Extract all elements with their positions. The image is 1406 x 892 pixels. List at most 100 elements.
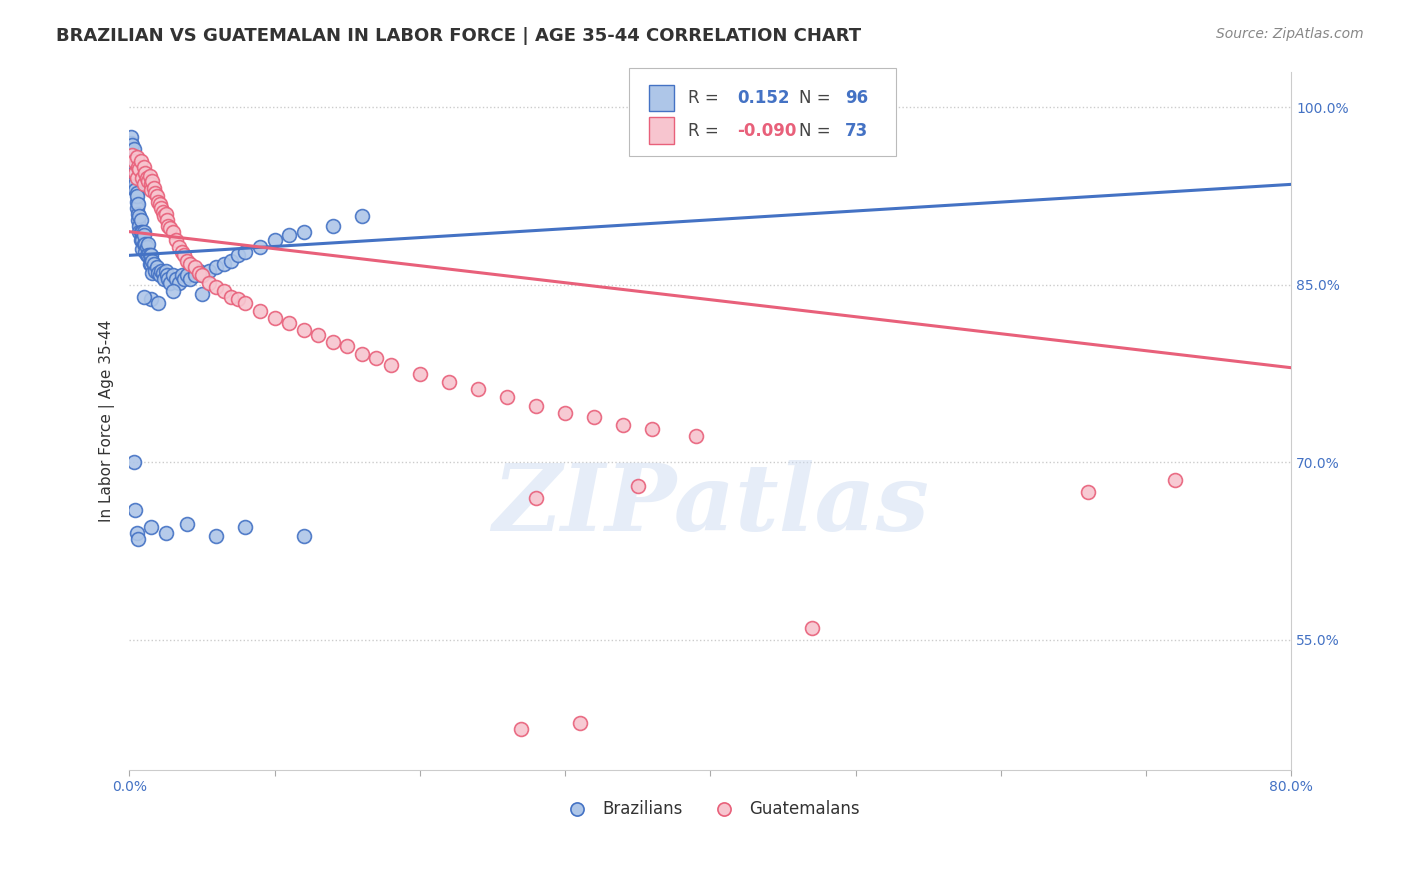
Point <box>153 209 176 223</box>
Point <box>122 153 145 168</box>
Point <box>183 268 205 283</box>
Point <box>235 520 257 534</box>
Text: N =: N = <box>799 121 835 139</box>
Point <box>366 351 388 366</box>
Point <box>176 254 198 268</box>
Point <box>205 280 228 294</box>
Point <box>156 268 179 283</box>
Point <box>249 240 271 254</box>
Point <box>122 455 145 469</box>
Point <box>152 204 174 219</box>
Point <box>127 212 149 227</box>
Point <box>278 316 301 330</box>
Point <box>183 260 205 275</box>
Point <box>322 219 344 233</box>
Point <box>121 153 143 168</box>
Point <box>121 148 143 162</box>
Point <box>212 257 235 271</box>
Point <box>167 276 190 290</box>
Point <box>124 165 146 179</box>
Text: R =: R = <box>688 121 724 139</box>
Point <box>685 429 707 443</box>
Point <box>132 225 155 239</box>
Point <box>142 257 165 271</box>
Bar <box>648 85 675 111</box>
FancyBboxPatch shape <box>628 69 896 156</box>
Point <box>524 399 547 413</box>
Point <box>155 207 177 221</box>
Point <box>510 722 533 736</box>
Point <box>152 266 174 280</box>
Text: ZIPatlas: ZIPatlas <box>492 459 929 549</box>
Point <box>141 254 163 268</box>
Point <box>173 248 195 262</box>
Point <box>226 292 249 306</box>
Point <box>219 290 242 304</box>
Point <box>120 145 142 159</box>
Point <box>336 339 359 353</box>
Point <box>278 228 301 243</box>
Point <box>148 266 170 280</box>
Point <box>148 195 170 210</box>
Point <box>138 169 160 183</box>
Point <box>131 233 153 247</box>
Point <box>350 346 373 360</box>
Legend: Brazilians, Guatemalans: Brazilians, Guatemalans <box>554 793 866 824</box>
Point <box>249 304 271 318</box>
Point <box>141 266 163 280</box>
Point <box>176 516 198 531</box>
Point <box>139 292 162 306</box>
Point <box>219 254 242 268</box>
Text: 96: 96 <box>845 89 869 107</box>
Point <box>131 171 153 186</box>
Point <box>121 160 143 174</box>
Point <box>176 268 198 283</box>
Point <box>627 479 650 493</box>
Point <box>132 290 155 304</box>
Point <box>125 189 148 203</box>
Point <box>583 410 606 425</box>
Point <box>129 153 152 168</box>
Point <box>380 359 402 373</box>
Point <box>568 715 591 730</box>
Point <box>179 272 201 286</box>
Point <box>156 212 179 227</box>
Point <box>162 268 184 283</box>
Point <box>122 142 145 156</box>
Point <box>149 268 172 283</box>
Y-axis label: In Labor Force | Age 35-44: In Labor Force | Age 35-44 <box>100 320 115 522</box>
Point <box>125 150 148 164</box>
Point <box>129 212 152 227</box>
Point <box>120 130 142 145</box>
Point <box>205 529 228 543</box>
Point <box>134 236 156 251</box>
Point <box>409 367 432 381</box>
Text: Source: ZipAtlas.com: Source: ZipAtlas.com <box>1216 27 1364 41</box>
Point <box>263 311 285 326</box>
Point <box>135 248 157 262</box>
Point <box>136 174 159 188</box>
Point <box>124 183 146 197</box>
Point <box>198 263 221 277</box>
Point <box>129 225 152 239</box>
Point <box>120 136 142 150</box>
Point <box>127 197 149 211</box>
Point <box>127 160 149 174</box>
Point <box>235 295 257 310</box>
Point <box>132 236 155 251</box>
Point <box>1164 473 1187 487</box>
Point <box>138 257 160 271</box>
Point <box>122 165 145 179</box>
Point <box>127 207 149 221</box>
Point <box>128 161 150 176</box>
Point <box>292 323 315 337</box>
Point <box>132 228 155 243</box>
Point <box>157 219 180 233</box>
Point <box>612 417 634 432</box>
Point <box>191 268 214 283</box>
Point <box>554 406 576 420</box>
Point <box>122 160 145 174</box>
Point <box>165 272 187 286</box>
Point <box>1077 485 1099 500</box>
Point <box>139 248 162 262</box>
